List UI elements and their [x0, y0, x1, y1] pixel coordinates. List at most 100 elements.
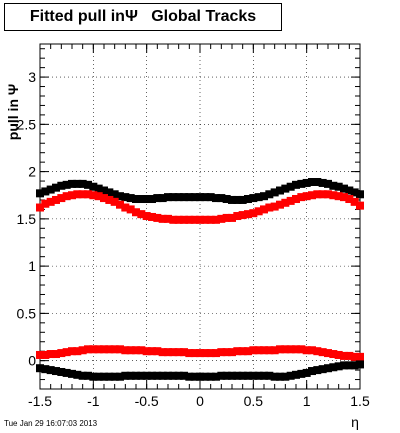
- data-point: [169, 193, 178, 202]
- data-point: [105, 345, 114, 354]
- data-point: [286, 345, 295, 354]
- data-point: [228, 195, 236, 204]
- data-point: [318, 348, 327, 357]
- data-point: [36, 203, 44, 212]
- data-point: [313, 190, 322, 199]
- data-point: [185, 215, 194, 224]
- x-tick-label: 0: [196, 393, 204, 409]
- data-point: [116, 192, 124, 201]
- data-point: [137, 195, 146, 204]
- data-point: [137, 346, 146, 355]
- data-point: [180, 215, 188, 224]
- data-point: [116, 200, 124, 209]
- data-point: [302, 178, 311, 187]
- data-point: [89, 372, 98, 381]
- data-point: [260, 346, 268, 355]
- data-point: [233, 212, 242, 221]
- data-point: [73, 190, 82, 199]
- data-point: [212, 194, 220, 203]
- data-point: [350, 188, 359, 197]
- data-point: [297, 193, 306, 202]
- data-point: [46, 366, 55, 375]
- data-point: [228, 371, 236, 380]
- data-point: [334, 182, 343, 191]
- data-point: [52, 350, 60, 359]
- data-point: [132, 208, 140, 217]
- data-point: [62, 192, 71, 201]
- data-point: [132, 195, 140, 204]
- data-point: [62, 348, 71, 357]
- data-point: [185, 193, 194, 202]
- data-point: [169, 215, 178, 224]
- data-point: [324, 179, 332, 188]
- data-point: [222, 195, 231, 204]
- data-point: [297, 345, 306, 354]
- data-point: [324, 364, 332, 373]
- data-point: [201, 215, 210, 224]
- data-point: [270, 372, 279, 381]
- data-point: [137, 371, 146, 380]
- y-tick-label: 2.5: [17, 116, 37, 132]
- data-point: [148, 371, 156, 380]
- data-point: [41, 365, 50, 374]
- data-point: [132, 346, 140, 355]
- data-point: [169, 371, 178, 380]
- data-point: [105, 188, 114, 197]
- x-tick-label: -1: [87, 393, 100, 409]
- data-point: [281, 184, 290, 193]
- data-point: [281, 372, 290, 381]
- data-point: [100, 372, 108, 381]
- data-point: [345, 361, 354, 370]
- data-point: [313, 178, 322, 186]
- data-point: [201, 349, 210, 358]
- data-point: [350, 197, 359, 206]
- data-point: [174, 348, 183, 357]
- data-point: [201, 193, 210, 202]
- y-tick-label: 0.5: [17, 305, 37, 321]
- data-point: [217, 348, 226, 357]
- data-point: [329, 363, 338, 372]
- data-point: [153, 213, 162, 222]
- data-point: [308, 346, 316, 355]
- data-point: [238, 347, 247, 356]
- data-point: [286, 182, 295, 191]
- data-point: [201, 372, 210, 381]
- data-point: [313, 366, 322, 375]
- data-point: [52, 195, 60, 204]
- data-point: [222, 213, 231, 222]
- data-point: [212, 215, 220, 224]
- data-point: [206, 215, 215, 224]
- data-point: [244, 210, 252, 219]
- data-point: [137, 210, 146, 219]
- data-point: [302, 368, 311, 377]
- data-point: [260, 205, 268, 214]
- data-point: [350, 352, 359, 361]
- data-point: [190, 372, 199, 381]
- data-point: [297, 179, 306, 188]
- data-point: [222, 371, 231, 380]
- data-point: [105, 195, 114, 204]
- data-point: [73, 179, 82, 188]
- data-point: [68, 179, 76, 188]
- data-point: [318, 190, 327, 199]
- data-point: [41, 187, 50, 196]
- data-point: [94, 372, 103, 381]
- data-point: [180, 371, 188, 380]
- y-tick-label: 1: [28, 258, 36, 274]
- data-point: [249, 209, 258, 218]
- data-point: [260, 371, 268, 380]
- data-point: [36, 364, 44, 373]
- data-point: [121, 203, 130, 212]
- data-point: [334, 362, 343, 371]
- data-point: [57, 181, 66, 190]
- tick-labels: -1.5 -1 -0.5 0 0.5 1 1.5 0 0.5 1 1.5 2 2.5 3: [17, 69, 370, 409]
- data-point: [94, 345, 103, 354]
- y-tick-label: 3: [28, 69, 36, 85]
- y-tick-label: 1.5: [17, 211, 37, 227]
- data-point: [233, 371, 242, 380]
- data-point: [84, 180, 92, 189]
- data-point: [126, 346, 135, 355]
- data-point: [340, 351, 348, 360]
- x-tick-label: -1.5: [28, 393, 52, 409]
- data-point: [292, 345, 300, 354]
